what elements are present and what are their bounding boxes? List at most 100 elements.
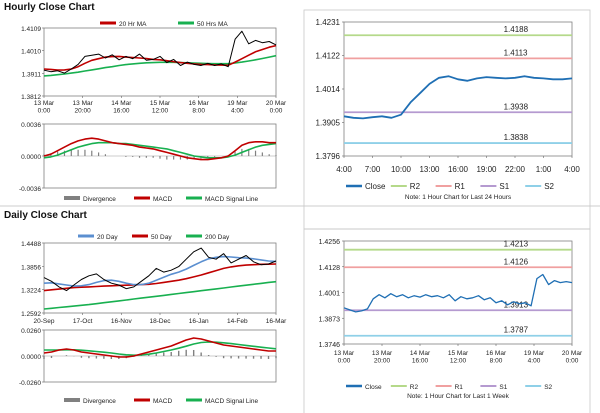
legend-label: R2: [410, 384, 419, 391]
legend-label: Close: [365, 182, 386, 191]
legend-label: R1: [455, 384, 464, 391]
legend-label: S2: [544, 182, 554, 191]
legend-label: 20 Hr MA: [119, 21, 147, 28]
y-tick-label: 1.3911: [22, 71, 42, 78]
y-tick-label: 1.3856: [21, 264, 41, 271]
y-tick-label: -0.0036: [19, 186, 41, 193]
hourly-macd-chart: 0.0036 0.0000 -0.0036 Divergence MACD MACD Si…: [19, 122, 277, 203]
ma50-line: [43, 263, 277, 292]
y-tick-label: 1.3905: [316, 119, 341, 128]
level-label-s1: 1.3913: [504, 300, 529, 309]
x-tick-label: 13 Mar 0:00: [34, 100, 55, 115]
legend-label: Divergence: [83, 196, 116, 203]
x-tick-label: 20 Mar 0:00: [266, 100, 287, 115]
x-tick-label: 7:00: [365, 165, 381, 174]
x-tick-label: 13 Mar 20:00: [372, 350, 393, 365]
level-label-r1: 1.4126: [504, 257, 529, 266]
x-tick-label: 10:00: [391, 165, 412, 174]
chart-note: Note: 1 Hour Chart for Last 1 Week: [407, 393, 510, 400]
x-tick-label: 20-Sep: [34, 318, 55, 325]
x-tick-label: 20 Mar 0:00: [562, 350, 583, 365]
y-tick-label: 1.3812: [21, 94, 41, 101]
macd-line: [43, 337, 276, 358]
legend-label: S1: [499, 182, 509, 191]
x-tick-label: 16-Mar: [266, 318, 287, 325]
level-label-r1: 1.4113: [504, 48, 528, 57]
plot-frame: [343, 21, 573, 157]
level-label-r2: 1.4188: [504, 25, 529, 34]
legend-label: R2: [410, 182, 421, 191]
close-line: [43, 247, 277, 292]
macd-line: [43, 137, 276, 161]
daily-price-chart: 20 Day 50 Day 200 Day 1.4488 1.3856 1.3224 1.2…: [21, 234, 287, 325]
y-tick-label: 0.0260: [21, 328, 41, 335]
y-tick-label: 0.0036: [21, 122, 41, 129]
y-tick-label: -0.0260: [19, 380, 41, 387]
x-tick-label: 14 Mar 16:00: [410, 350, 431, 365]
legend-label: MACD: [153, 398, 172, 405]
x-tick-label: 14-Feb: [227, 318, 248, 325]
x-tick-label: 17-Oct: [73, 318, 93, 325]
legend-label: 50 Day: [151, 234, 172, 241]
ma20-line: [43, 255, 277, 287]
y-tick-label: 1.3873: [319, 316, 341, 323]
panel-border: [303, 228, 591, 413]
x-tick-label: 4:00: [336, 165, 352, 174]
x-tick-label: 14 Mar 16:00: [111, 100, 132, 115]
daily-levels-chart: 1.4213 1.4126 1.3913 1.3787 1.4256 1.4128 1.40…: [303, 228, 591, 413]
y-tick-label: 1.4128: [319, 265, 341, 272]
x-tick-label: 18-Dec: [150, 318, 172, 325]
ma20-line: [43, 44, 277, 71]
hourly-price-chart: 20 Hr MA 50 Hrs MA 1.4109 1.4010 1.3911 1.381…: [21, 21, 287, 115]
hourly-levels-chart: 1.4188 1.4113 1.3938 1.3838 1.4231 1.4122 1.40…: [303, 9, 591, 230]
plot-frame: [343, 240, 573, 345]
x-tick-label: 13:00: [419, 165, 440, 174]
x-tick-label: 13 Mar 0:00: [334, 350, 355, 365]
legend-label: 200 Day: [205, 234, 230, 241]
y-tick-label: 1.4001: [319, 291, 341, 298]
x-tick-label: 13 Mar 20:00: [73, 100, 94, 115]
y-tick-label: 1.4014: [316, 85, 341, 94]
legend-label: MACD: [153, 196, 172, 203]
hourly-section-title: Hourly Close Chart: [4, 2, 95, 13]
y-tick-label: 0.0000: [21, 354, 41, 361]
y-tick-label: 1.4109: [21, 26, 41, 33]
x-tick-label: 16 Mar 8:00: [189, 100, 210, 115]
signal-line: [43, 141, 277, 159]
legend-label: S2: [544, 384, 552, 391]
y-tick-label: 1.4010: [21, 49, 41, 56]
signal-line: [44, 341, 277, 357]
close-line: [343, 273, 573, 313]
daily-macd-chart: 0.0260 0.0000 -0.0260 Divergence MACD MACD Si…: [19, 328, 277, 405]
y-tick-label: 1.3224: [21, 288, 41, 295]
y-tick-label: 1.4488: [21, 241, 41, 248]
level-label-s2: 1.3787: [504, 326, 529, 335]
chart-note: Note: 1 Hour Chart for Last 24 Hours: [405, 194, 512, 201]
x-tick-label: 16-Jan: [189, 318, 209, 325]
level-label-s1: 1.3938: [504, 102, 529, 111]
legend-label: Close: [365, 384, 382, 391]
x-tick-label: 22:00: [505, 165, 526, 174]
y-tick-label: 1.3796: [316, 152, 341, 161]
legend-label: MACD Signal Line: [205, 196, 258, 203]
x-tick-label: 16 Mar 8:00: [486, 350, 507, 365]
level-label-r2: 1.4213: [504, 240, 529, 249]
y-tick-label: 1.4122: [316, 52, 341, 61]
x-tick-label: 19:00: [476, 165, 497, 174]
legend-label: 50 Hrs MA: [197, 21, 228, 28]
x-tick-label: 16:00: [448, 165, 469, 174]
x-tick-label: 15 Mar 12:00: [448, 350, 469, 365]
daily-section-title: Daily Close Chart: [4, 210, 87, 221]
x-tick-label: 19 Mar 4:00: [524, 350, 545, 365]
close-line: [43, 30, 277, 74]
x-tick-label: 15 Mar 12:00: [150, 100, 171, 115]
x-tick-label: 1:00: [536, 165, 552, 174]
ma50-line: [43, 54, 277, 77]
legend-label: MACD Signal Line: [205, 398, 258, 405]
y-tick-label: 1.4256: [319, 239, 341, 246]
ma200-line: [43, 280, 277, 310]
legend-label: 20 Day: [97, 234, 118, 241]
legend-label: R1: [455, 182, 466, 191]
x-tick-label: 16-Nov: [111, 318, 133, 325]
y-tick-label: 0.0000: [21, 154, 41, 161]
